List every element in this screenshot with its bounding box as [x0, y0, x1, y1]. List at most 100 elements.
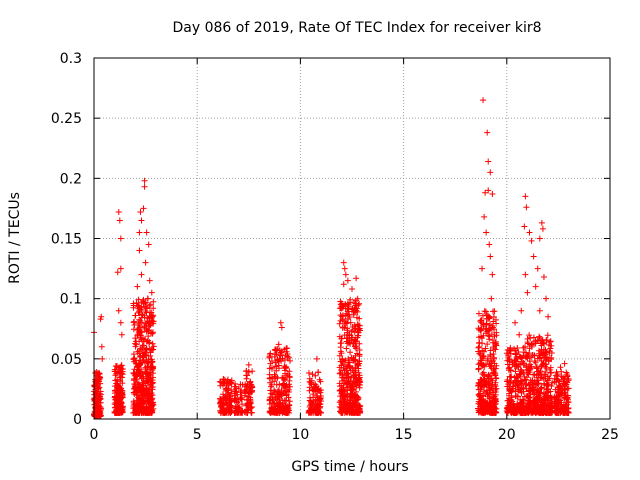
data-point	[115, 307, 122, 314]
data-point	[345, 355, 352, 362]
data-point	[271, 387, 278, 394]
data-point	[515, 360, 522, 367]
data-point	[487, 321, 494, 328]
data-point	[527, 364, 534, 371]
data-point	[481, 213, 488, 220]
data-point	[354, 393, 361, 400]
data-point	[347, 296, 354, 303]
data-point	[267, 360, 274, 367]
data-point	[277, 406, 284, 413]
data-point	[512, 351, 519, 358]
data-point	[355, 326, 362, 333]
data-point	[476, 350, 483, 357]
data-point	[118, 362, 125, 369]
data-point	[310, 391, 317, 398]
data-point	[543, 385, 550, 392]
data-point	[547, 369, 554, 376]
data-point	[338, 313, 345, 320]
data-point	[132, 376, 139, 383]
data-point	[492, 398, 499, 405]
data-point	[136, 405, 143, 412]
data-point	[345, 301, 352, 308]
data-point	[534, 265, 541, 272]
data-point	[146, 302, 153, 309]
data-point	[92, 370, 99, 377]
data-point	[222, 377, 229, 384]
data-point	[248, 382, 255, 389]
data-point	[141, 314, 148, 321]
y-tick-label: 0.05	[51, 352, 82, 368]
data-point	[535, 337, 542, 344]
data-point	[524, 335, 531, 342]
data-point	[132, 335, 139, 342]
data-point	[130, 326, 137, 333]
data-point	[486, 241, 493, 248]
data-point	[355, 379, 362, 386]
data-point	[136, 399, 143, 406]
data-point	[117, 385, 124, 392]
data-point	[96, 384, 103, 391]
data-point	[479, 406, 486, 413]
data-point	[479, 400, 486, 407]
data-point	[131, 318, 138, 325]
data-point	[493, 385, 500, 392]
data-point	[147, 382, 154, 389]
y-tick-label: 0	[73, 412, 82, 428]
data-point	[339, 324, 346, 331]
data-point	[232, 383, 239, 390]
data-point	[489, 370, 496, 377]
data-point	[357, 403, 364, 410]
data-point	[277, 319, 284, 326]
data-point	[309, 401, 316, 408]
data-point	[518, 369, 525, 376]
data-point	[342, 312, 349, 319]
data-point	[523, 380, 530, 387]
data-point	[563, 369, 570, 376]
data-point	[354, 314, 361, 321]
data-point	[347, 340, 354, 347]
data-point	[282, 402, 289, 409]
data-point	[351, 397, 358, 404]
data-point	[279, 397, 286, 404]
data-point	[336, 320, 343, 327]
data-point	[565, 398, 572, 405]
data-point	[219, 402, 226, 409]
data-point	[148, 346, 155, 353]
data-point	[119, 380, 126, 387]
data-point	[267, 350, 274, 357]
data-point	[139, 359, 146, 366]
data-point	[540, 274, 547, 281]
data-point	[142, 259, 149, 266]
data-point	[557, 397, 564, 404]
data-point	[554, 403, 561, 410]
data-point	[547, 338, 554, 345]
data-point	[144, 318, 151, 325]
data-point	[504, 361, 511, 368]
data-point	[536, 352, 543, 359]
data-point	[478, 397, 485, 404]
data-point	[146, 309, 153, 316]
data-point	[347, 319, 354, 326]
data-point	[491, 345, 498, 352]
data-point	[490, 308, 497, 315]
data-point	[541, 408, 548, 415]
data-point	[143, 358, 150, 365]
data-point	[150, 305, 157, 312]
data-point	[561, 406, 568, 413]
data-point	[483, 330, 490, 337]
data-point	[490, 409, 497, 416]
data-point	[504, 378, 511, 385]
y-tick-label: 0.25	[51, 111, 82, 127]
data-point	[537, 401, 544, 408]
data-point	[507, 350, 514, 357]
data-point	[564, 372, 571, 379]
data-point	[340, 384, 347, 391]
data-point	[235, 403, 242, 410]
data-point	[135, 325, 142, 332]
data-point	[491, 393, 498, 400]
data-point	[137, 353, 144, 360]
data-point	[527, 378, 534, 385]
y-tick-label: 0.15	[51, 232, 82, 248]
data-point	[114, 376, 121, 383]
data-point	[135, 360, 142, 367]
